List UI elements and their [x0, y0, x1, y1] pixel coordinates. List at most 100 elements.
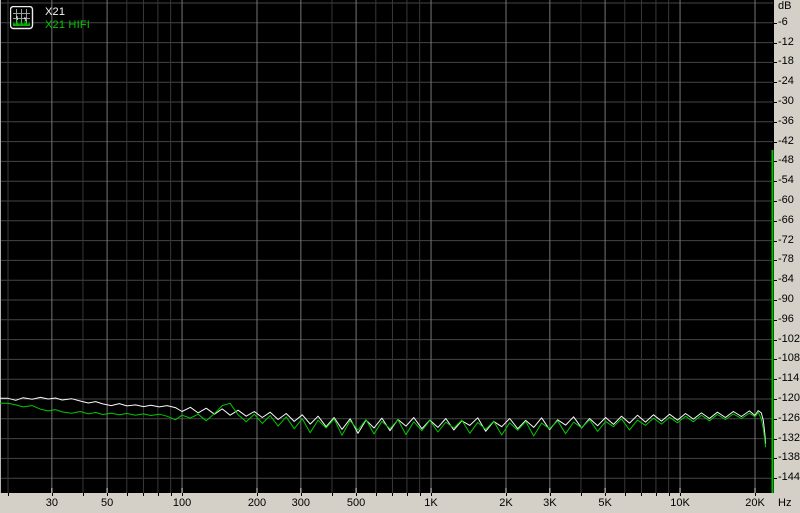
- x-axis-label: 10K: [670, 497, 690, 509]
- y-axis-label: -60: [778, 194, 794, 206]
- x-axis-label: 50: [100, 497, 114, 509]
- y-axis-label: -84: [778, 273, 794, 286]
- y-axis-label: -90: [778, 293, 794, 305]
- x-axis-tick: [625, 493, 626, 496]
- x-axis-tick: [171, 493, 172, 496]
- y-axis-label: -120: [778, 392, 800, 404]
- y-axis-tick: [774, 82, 777, 83]
- x-axis-tick: [356, 493, 357, 496]
- x-axis-edge-tick: [604, 488, 606, 493]
- x-axis-tick: [641, 493, 642, 496]
- y-axis-tick: [774, 221, 777, 222]
- y-axis-label: -30: [778, 95, 794, 107]
- y-axis-label: -132: [778, 431, 800, 444]
- x-axis-tick: [52, 493, 53, 496]
- legend-item-x21-hifi: X21 HIFI: [45, 19, 91, 31]
- y-axis-tick: [774, 161, 777, 162]
- y-axis-unit-label: dB: [778, 0, 792, 12]
- y-axis-tick: [774, 478, 777, 479]
- trace-x21-hifi: [0, 402, 767, 448]
- y-axis: dB -6 -12 -18 -24 -30 -36 -42 -48 -54 -60 -66 -72 -78…: [774, 0, 800, 493]
- x-axis-tick: [506, 493, 507, 496]
- y-axis-label: -126: [778, 411, 800, 424]
- y-axis-label: -114: [778, 372, 800, 385]
- x-axis-label: 30: [45, 497, 58, 509]
- y-axis-label: -54: [778, 174, 794, 187]
- y-axis-label: -42: [778, 134, 794, 147]
- x-axis-tick: [127, 493, 128, 496]
- x-axis-edge-tick: [300, 488, 302, 493]
- x-axis-tick: [550, 493, 551, 496]
- x-axis-label: 5K: [598, 497, 612, 509]
- x-axis-tick: [158, 493, 159, 496]
- x-axis-label: 1K: [424, 497, 438, 509]
- y-axis-label: -36: [778, 114, 794, 127]
- y-axis-tick: [774, 241, 777, 242]
- x-axis-tick: [755, 493, 756, 496]
- y-axis-label: -78: [778, 253, 794, 266]
- y-axis-tick: [774, 181, 777, 182]
- x-axis-label: 500: [346, 497, 366, 509]
- x-axis-tick: [143, 493, 144, 496]
- x-axis-edge-tick: [256, 488, 258, 493]
- x-axis-tick: [257, 493, 258, 496]
- y-axis-tick: [774, 280, 777, 281]
- x-axis-tick: [83, 493, 84, 496]
- y-axis-tick: [774, 102, 777, 103]
- y-axis-tick: [774, 439, 777, 440]
- x-axis-edge-tick: [505, 488, 507, 493]
- x-axis-tick: [656, 493, 657, 496]
- y-axis-label: -72: [778, 233, 794, 246]
- x-axis-tick: [301, 493, 302, 496]
- x-axis: 30 50 100 200 300 500 1K 2K 3K 5K 10K 20K Hz: [0, 493, 800, 513]
- y-axis-label: -108: [778, 352, 800, 365]
- y-axis-label: -12: [778, 35, 794, 48]
- x-axis-edge-tick: [51, 488, 53, 493]
- x-axis-tick: [392, 493, 393, 496]
- y-axis-tick: [774, 419, 777, 420]
- y-axis-tick: [774, 300, 777, 301]
- x-axis-label: 200: [247, 497, 267, 509]
- x-axis-label: 300: [291, 497, 311, 509]
- y-axis-tick: [774, 340, 777, 341]
- x-axis-edge-tick: [549, 488, 551, 493]
- y-axis-tick: [774, 260, 777, 261]
- y-axis-tick: [774, 379, 777, 380]
- x-axis-tick: [420, 493, 421, 496]
- x-axis-label: 20K: [745, 497, 765, 509]
- y-axis-label: -66: [778, 213, 794, 226]
- x-axis-tick: [332, 493, 333, 496]
- y-axis-label: -18: [778, 55, 794, 68]
- y-axis-tick: [774, 43, 777, 44]
- x-axis-edge-tick: [430, 488, 432, 493]
- x-axis-edge-tick: [679, 488, 681, 493]
- x-axis-edge-tick: [355, 488, 357, 493]
- x-axis-tick: [680, 493, 681, 496]
- y-axis-tick: [774, 23, 777, 24]
- x-axis-tick: [581, 493, 582, 496]
- x-axis-label: 2K: [499, 497, 513, 509]
- y-axis-label: -24: [778, 75, 794, 88]
- y-axis-tick: [774, 359, 777, 360]
- y-axis-tick: [774, 399, 777, 400]
- y-axis-tick: [774, 458, 777, 459]
- x-axis-tick: [407, 493, 408, 496]
- legend: X21 X21 HIFI: [10, 6, 90, 32]
- y-axis-tick: [774, 201, 777, 202]
- y-axis-label: -48: [778, 154, 794, 167]
- x-axis-edge-tick: [754, 488, 756, 493]
- spectrum-icon: [10, 6, 34, 30]
- y-axis-label: -102: [778, 332, 800, 345]
- legend-item-x21: X21: [45, 6, 66, 18]
- y-axis-label: -6: [778, 15, 788, 28]
- x-axis-unit-label: Hz: [778, 497, 792, 509]
- y-axis-label: -96: [778, 312, 794, 325]
- y-axis-tick: [774, 62, 777, 63]
- y-axis-tick: [774, 142, 777, 143]
- x-axis-tick: [431, 493, 432, 496]
- x-axis-tick: [107, 493, 108, 496]
- x-axis-tick: [669, 493, 670, 496]
- x-axis-tick: [8, 493, 9, 496]
